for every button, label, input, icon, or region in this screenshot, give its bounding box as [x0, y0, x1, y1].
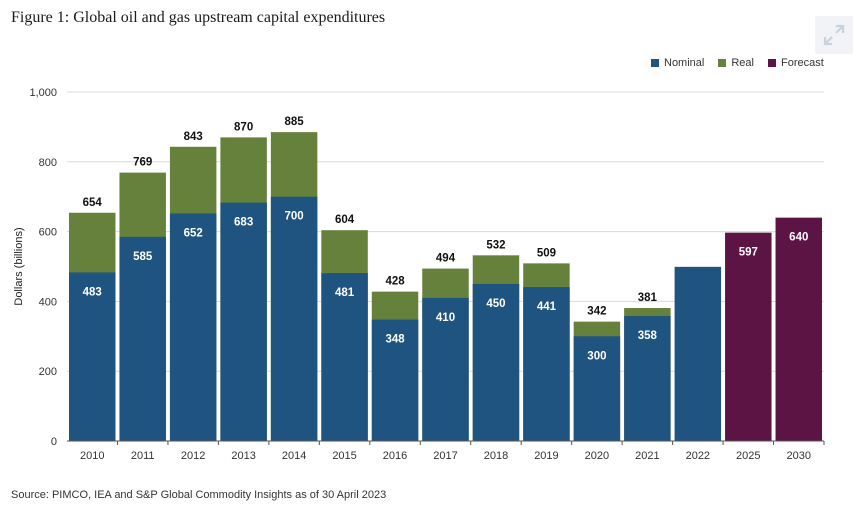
x-tick-label: 2014	[282, 450, 306, 462]
legend-item-forecast: Forecast	[767, 57, 824, 69]
x-tick-label: 2019	[534, 450, 558, 462]
bar-forecast	[775, 217, 822, 441]
data-label-nominal: 300	[587, 350, 606, 362]
figure-title: Figure 1: Global oil and gas upstream ca…	[11, 9, 386, 26]
legend-swatch-nominal	[651, 59, 659, 67]
legend-swatch-real	[718, 59, 727, 67]
x-tick-label: 2017	[433, 450, 457, 462]
data-label-nominal: 700	[285, 211, 304, 223]
source-note: Source: PIMCO, IEA and S&P Global Commod…	[11, 489, 387, 501]
data-label-nominal: 585	[133, 251, 153, 263]
expand-arrows-icon	[823, 24, 845, 46]
chart-legend: Nominal Real Forecast	[651, 57, 824, 69]
bar-nominal	[523, 287, 570, 441]
data-label-nominal: 450	[486, 298, 505, 310]
x-tick-label: 2015	[332, 450, 356, 462]
y-axis-label: Dollars (billions)	[13, 227, 25, 305]
y-tick-label: 400	[39, 296, 57, 308]
data-label-real: 381	[638, 292, 658, 304]
x-tick-label: 2020	[585, 450, 609, 462]
x-tick-label: 2011	[131, 450, 155, 462]
data-label-nominal: 348	[385, 334, 405, 346]
legend-label-real: Real	[731, 57, 754, 69]
x-tick-label: 2030	[787, 450, 811, 462]
data-label-nominal: 652	[184, 227, 203, 239]
bar-nominal	[169, 213, 217, 441]
bar-nominal	[69, 272, 116, 441]
legend-item-nominal: Nominal	[651, 57, 704, 69]
legend-swatch-forecast	[767, 59, 776, 67]
data-label-nominal: 410	[436, 312, 455, 324]
y-tick-label: 600	[39, 227, 57, 239]
bar-nominal	[119, 236, 166, 441]
legend-item-real: Real	[718, 57, 754, 69]
x-tick-label: 2013	[231, 450, 255, 462]
bar-nominal	[321, 273, 368, 441]
data-label-real: 509	[537, 247, 556, 259]
data-label-real: 494	[436, 253, 456, 265]
x-tick-label: 2018	[484, 450, 508, 462]
y-tick-label: 800	[39, 157, 57, 169]
bar-nominal	[573, 336, 621, 441]
data-label-real: 654	[83, 197, 103, 209]
bar-nominal	[472, 283, 520, 441]
data-label-forecast: 640	[789, 232, 808, 244]
x-tick-label: 2022	[686, 450, 710, 462]
bar-nominal	[624, 316, 671, 441]
data-label-real: 885	[285, 116, 305, 128]
bars	[69, 132, 822, 441]
data-label-real: 604	[335, 214, 355, 226]
y-tick-label: 200	[39, 366, 57, 378]
expand-button[interactable]	[815, 16, 853, 54]
data-label-real: 428	[385, 276, 405, 288]
legend-label-forecast: Forecast	[780, 57, 824, 69]
y-tick-label: 1,000	[29, 87, 57, 99]
data-label-real: 870	[234, 121, 253, 133]
x-tick-label: 2025	[736, 450, 760, 462]
data-label-nominal: 683	[234, 217, 253, 229]
bar-nominal	[422, 297, 469, 441]
bar-nominal	[270, 196, 318, 441]
data-label-real: 769	[133, 157, 152, 169]
bar-nominal	[220, 202, 267, 441]
x-tick-label: 2012	[181, 450, 205, 462]
data-label-nominal: 483	[83, 286, 102, 298]
data-label-real: 843	[184, 131, 203, 143]
legend-label-nominal: Nominal	[664, 57, 705, 69]
data-labels: 654 483 769 585 843 652 870 683 885 700 604 481 428 3…	[83, 116, 809, 362]
axes: 0 200 400 600 800 1,000 2010 2011 2012 2013 2014 20…	[29, 87, 825, 462]
x-tick-label: 2021	[635, 450, 659, 462]
data-label-nominal: 481	[335, 287, 355, 299]
data-label-real: 342	[587, 306, 606, 318]
bar-forecast	[725, 232, 772, 441]
data-label-forecast: 597	[739, 247, 758, 259]
data-label-nominal: 358	[638, 330, 658, 342]
bar-nominal	[674, 266, 722, 441]
x-tick-label: 2016	[383, 450, 407, 462]
y-tick-label: 0	[51, 436, 57, 448]
data-label-nominal: 441	[537, 301, 557, 313]
bar-nominal	[371, 319, 419, 441]
x-tick-label: 2010	[80, 450, 104, 462]
data-label-real: 532	[486, 239, 505, 251]
